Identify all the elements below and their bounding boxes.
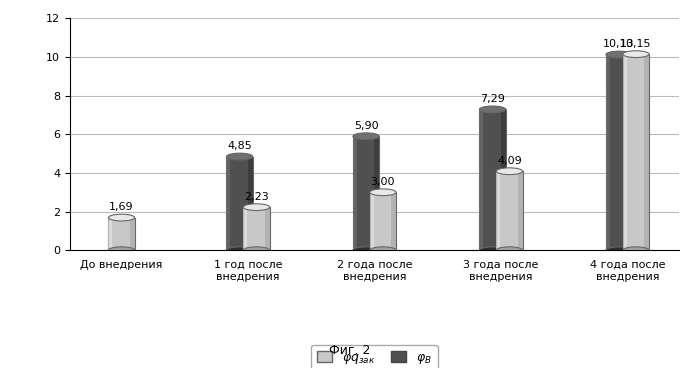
Ellipse shape [353,133,379,139]
Ellipse shape [496,247,522,254]
FancyBboxPatch shape [480,109,505,250]
Ellipse shape [480,106,505,113]
Text: 2,23: 2,23 [244,192,269,202]
FancyBboxPatch shape [496,171,500,250]
FancyBboxPatch shape [353,136,357,250]
Ellipse shape [606,247,632,254]
FancyBboxPatch shape [227,156,253,250]
FancyBboxPatch shape [108,217,134,250]
FancyBboxPatch shape [248,156,253,250]
FancyBboxPatch shape [108,217,112,250]
FancyBboxPatch shape [374,136,379,250]
Ellipse shape [244,204,270,210]
FancyBboxPatch shape [623,54,626,250]
Legend: $\varphi q_{зак}$, $\varphi_{B}$: $\varphi q_{зак}$, $\varphi_{B}$ [312,344,438,368]
Ellipse shape [606,51,632,58]
FancyBboxPatch shape [370,192,396,250]
Ellipse shape [227,153,253,160]
Text: 3,00: 3,00 [371,177,395,187]
Text: 7,29: 7,29 [480,94,505,104]
Ellipse shape [623,247,649,254]
Text: 10,15: 10,15 [620,39,652,49]
FancyBboxPatch shape [227,156,230,250]
Ellipse shape [370,189,396,196]
FancyBboxPatch shape [644,54,649,250]
FancyBboxPatch shape [244,207,270,250]
FancyBboxPatch shape [518,171,522,250]
Text: 5,90: 5,90 [354,121,379,131]
FancyBboxPatch shape [370,192,374,250]
FancyBboxPatch shape [244,207,247,250]
FancyBboxPatch shape [623,54,649,250]
Ellipse shape [108,214,134,221]
Text: 10,13: 10,13 [603,39,635,49]
Text: Фиг. 2: Фиг. 2 [329,344,371,357]
Ellipse shape [496,168,522,174]
Ellipse shape [108,247,134,254]
Text: 4,85: 4,85 [228,141,252,151]
Ellipse shape [623,51,649,57]
Text: 1,69: 1,69 [109,202,134,212]
FancyBboxPatch shape [130,217,134,250]
FancyBboxPatch shape [353,136,379,250]
FancyBboxPatch shape [496,171,522,250]
Text: 4,09: 4,09 [497,156,522,166]
FancyBboxPatch shape [265,207,270,250]
FancyBboxPatch shape [480,109,484,250]
FancyBboxPatch shape [391,192,396,250]
Ellipse shape [244,247,270,254]
FancyBboxPatch shape [501,109,505,250]
FancyBboxPatch shape [627,54,632,250]
Ellipse shape [227,247,253,254]
Ellipse shape [370,247,396,254]
Ellipse shape [480,247,505,254]
FancyBboxPatch shape [606,54,610,250]
FancyBboxPatch shape [606,54,632,250]
Ellipse shape [353,247,379,254]
